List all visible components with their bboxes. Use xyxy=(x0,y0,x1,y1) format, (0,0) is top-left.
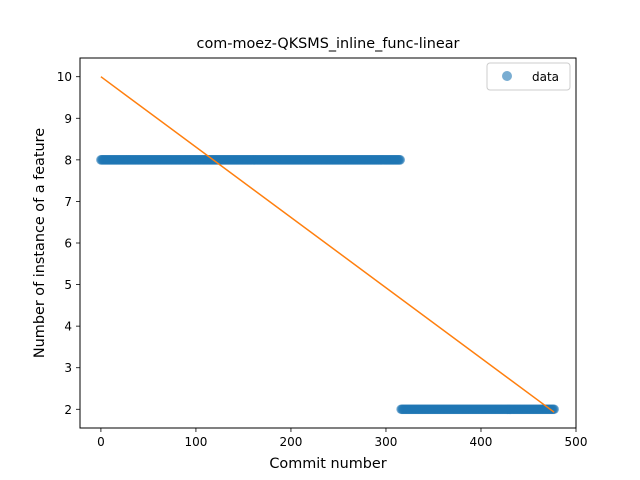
data-point xyxy=(549,404,559,415)
y-tick-label: 4 xyxy=(64,320,72,334)
y-tick-label: 7 xyxy=(64,195,72,209)
legend-box xyxy=(486,62,571,91)
legend-label: data xyxy=(532,70,559,84)
y-axis-ticks: 2 3 4 5 6 7 8 9 10 xyxy=(57,70,80,417)
y-tick-label: 5 xyxy=(64,278,72,292)
x-tick-label: 300 xyxy=(375,435,398,449)
x-tick-label: 400 xyxy=(470,435,493,449)
y-tick-label: 2 xyxy=(64,403,72,417)
x-axis-label: Commit number xyxy=(269,456,386,472)
data-points xyxy=(96,155,559,415)
y-tick-label: 8 xyxy=(64,153,72,167)
legend-marker xyxy=(502,71,512,81)
data-point xyxy=(395,155,406,165)
y-tick-label: 9 xyxy=(64,112,72,126)
fit-line xyxy=(100,76,555,413)
y-tick-label: 10 xyxy=(57,70,72,84)
y-axis-label: Number of instance of a feature xyxy=(32,128,48,358)
x-axis-ticks: 0 100 200 300 400 500 xyxy=(97,428,587,449)
chart-title: com-moez-QKSMS_inline_func-linear xyxy=(197,36,460,52)
x-tick-label: 100 xyxy=(184,435,207,449)
fit-line-layer xyxy=(100,76,555,413)
legend: data xyxy=(486,62,571,91)
y-tick-label: 6 xyxy=(64,237,72,251)
x-tick-label: 0 xyxy=(97,435,105,449)
x-tick-label: 500 xyxy=(565,435,588,449)
x-tick-label: 200 xyxy=(279,435,302,449)
y-tick-label: 3 xyxy=(64,361,72,375)
